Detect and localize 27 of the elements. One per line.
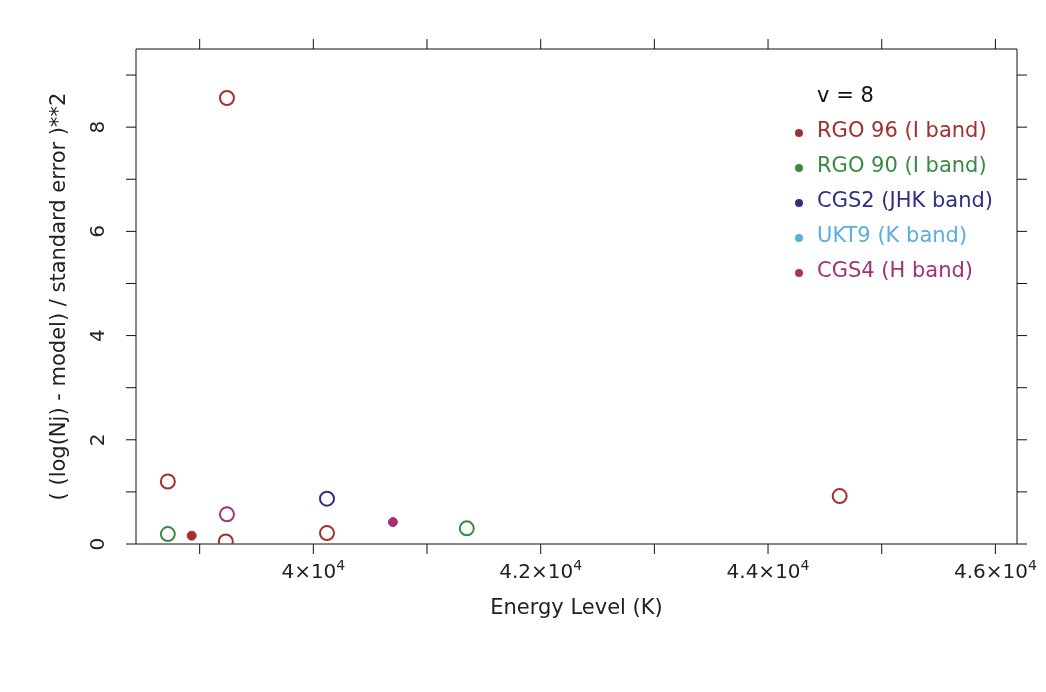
x-tick-label: 4.6×10$^{4}$ (953, 557, 1037, 583)
point (186, 530, 197, 541)
y-axis-title: ( (log(Nj) - model) / standard error )**2 (46, 92, 71, 501)
legend-label: UKT9 (K band) (817, 222, 968, 249)
y-tick-label: 2 (85, 433, 109, 447)
x-tick-label: 4.2×10$^{4}$ (499, 557, 583, 583)
x-tick-label: 4×10$^{4}$ (281, 557, 346, 583)
x-tick-label: 4.4×10$^{4}$ (726, 557, 810, 583)
point (831, 488, 848, 505)
y-tick-label: 6 (85, 225, 109, 238)
point (159, 526, 176, 543)
y-tick-label: 4 (85, 329, 109, 342)
point (159, 473, 176, 490)
y-tick-label: 8 (85, 120, 109, 134)
legend-label: RGO 96 (I band) (817, 117, 987, 144)
point (318, 490, 335, 507)
legend-title: v = 8 (816, 82, 875, 109)
point (318, 525, 335, 542)
x-axis-title: Energy Level (K) (490, 595, 663, 619)
point (218, 89, 235, 106)
point (218, 506, 235, 523)
point (458, 520, 475, 537)
legend-label: CGS4 (H band) (817, 257, 974, 284)
point (387, 517, 398, 528)
legend-label: RGO 90 (I band) (817, 152, 987, 179)
legend-label: CGS2 (JHK band) (817, 187, 993, 214)
y-tick-label: 0 (85, 537, 109, 551)
